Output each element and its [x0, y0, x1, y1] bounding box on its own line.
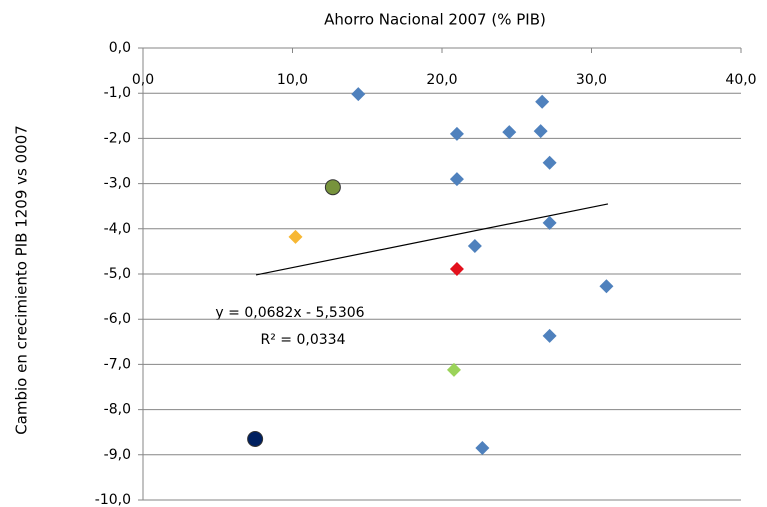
- y-tick-label: 0,0: [109, 40, 131, 56]
- point: [324, 179, 341, 196]
- y-tick-label: -7,0: [104, 356, 131, 372]
- y-tick-label: -8,0: [104, 402, 131, 418]
- trendline: [255, 203, 609, 276]
- trend-equation: y = 0,0682x - 5,5306: [215, 305, 364, 321]
- point: [502, 125, 517, 140]
- y-tick-label: -4,0: [104, 221, 131, 237]
- y-tick-label: -5,0: [104, 266, 131, 282]
- y-tick-label: -9,0: [104, 447, 131, 463]
- point: [351, 87, 366, 102]
- y-tick-label: -2,0: [104, 130, 131, 146]
- point: [449, 172, 464, 187]
- x-tick-label: 20,0: [426, 72, 457, 88]
- trend-r2: R² = 0,0334: [261, 332, 346, 348]
- point: [599, 279, 614, 294]
- point: [542, 328, 557, 343]
- x-tick-label: 10,0: [277, 72, 308, 88]
- point: [449, 262, 464, 277]
- point: [542, 215, 557, 230]
- y-tick-label: -6,0: [104, 311, 131, 327]
- y-tick-label: -10,0: [95, 492, 131, 507]
- y-tick-label: -3,0: [104, 176, 131, 192]
- point: [475, 441, 490, 456]
- x-tick-label: 30,0: [576, 72, 607, 88]
- y-tick-label: -1,0: [104, 85, 131, 101]
- point: [467, 238, 482, 253]
- point: [542, 155, 557, 170]
- point: [535, 94, 550, 109]
- chart-title: Ahorro Nacional 2007 (% PIB): [324, 11, 546, 29]
- point: [449, 126, 464, 141]
- x-tick-label: 0,0: [132, 72, 154, 88]
- point: [446, 362, 461, 377]
- y-axis-label: Cambio en crecimiento PIB 1209 vs 0007: [13, 125, 31, 435]
- point: [247, 430, 264, 447]
- x-tick-label: 40,0: [725, 72, 756, 88]
- point: [533, 124, 548, 139]
- point: [288, 229, 303, 244]
